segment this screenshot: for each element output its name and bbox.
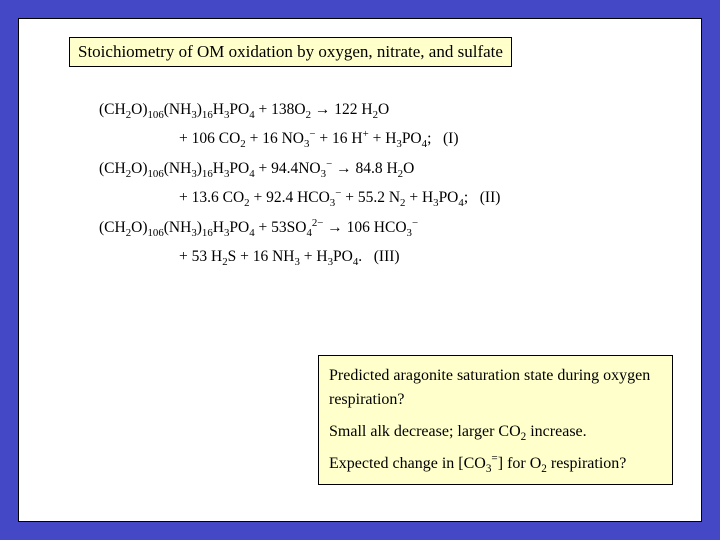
- q3-mid: ] for O: [498, 455, 542, 472]
- eq2-line1: (CH2O)106(NH3)16H3PO4 + 94.4NO3− → 84.8 …: [99, 154, 641, 183]
- question-3: Expected change in [CO3=] for O2 respira…: [329, 452, 662, 476]
- spacer: [329, 444, 662, 452]
- q3-post: respiration?: [547, 455, 627, 472]
- title-box: Stoichiometry of OM oxidation by oxygen,…: [69, 37, 512, 67]
- equations-block: (CH2O)106(NH3)16H3PO4 + 138O2 → 122 H2O …: [99, 95, 641, 272]
- q2-post: increase.: [526, 423, 586, 440]
- title-text: Stoichiometry of OM oxidation by oxygen,…: [78, 42, 503, 61]
- eq3-line1: (CH2O)106(NH3)16H3PO4 + 53SO42− → 106 HC…: [99, 213, 641, 242]
- eq1-line2: + 106 CO2 + 16 NO3− + 16 H+ + H3PO4; (I): [99, 124, 641, 153]
- spacer: [329, 412, 662, 420]
- slide-page: Stoichiometry of OM oxidation by oxygen,…: [18, 18, 702, 522]
- eq2-line2: + 13.6 CO2 + 92.4 HCO3− + 55.2 N2 + H3PO…: [99, 183, 641, 212]
- q2-pre: Small alk decrease; larger CO: [329, 423, 521, 440]
- eq3-line2: + 53 H2S + 16 NH3 + H3PO4. (III): [99, 242, 641, 271]
- eq1-line1: (CH2O)106(NH3)16H3PO4 + 138O2 → 122 H2O: [99, 95, 641, 124]
- question-1: Predicted aragonite saturation state dur…: [329, 364, 662, 412]
- question-2: Small alk decrease; larger CO2 increase.: [329, 420, 662, 444]
- questions-box: Predicted aragonite saturation state dur…: [318, 355, 673, 485]
- q3-pre: Expected change in [CO: [329, 455, 486, 472]
